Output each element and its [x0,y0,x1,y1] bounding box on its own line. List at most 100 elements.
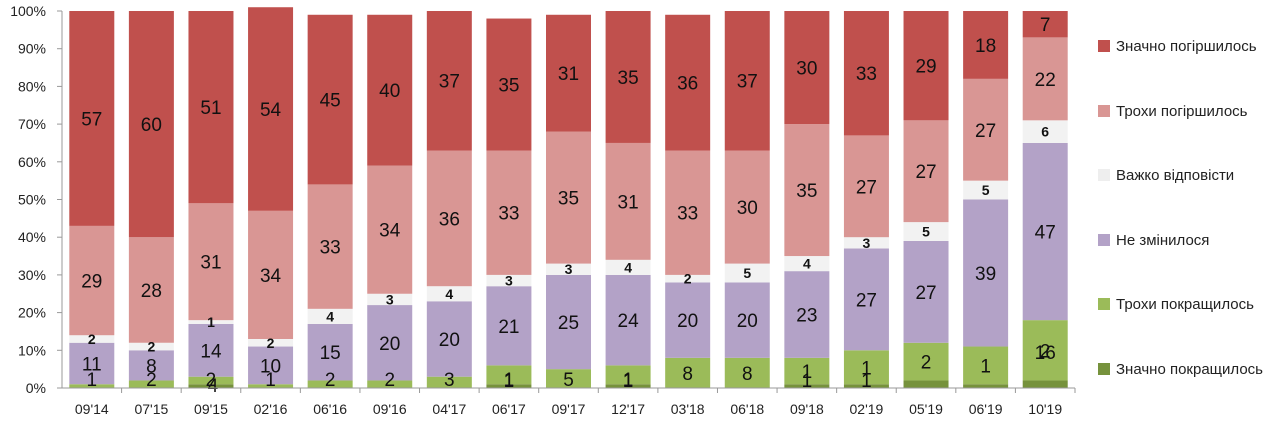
data-label: 2 [88,331,96,347]
data-label: 8 [682,364,693,385]
data-label: 1 [980,356,991,377]
legend-label: Важко відповісти [1116,166,1235,184]
bar-segment [665,14,711,151]
bar-segment [307,14,353,185]
bar-segment [248,338,294,347]
bar-segment [367,165,413,294]
data-label: 57 [81,109,102,130]
bar-segment [486,286,532,366]
bar-segment [69,342,115,385]
data-label: 37 [439,72,460,93]
data-label: 2 [921,353,932,374]
bar-segment [903,240,949,343]
bar-segment [486,150,532,275]
data-label: 34 [260,266,282,287]
bar-segment [665,274,711,283]
legend-swatch [1098,105,1110,117]
data-label: 30 [737,198,758,219]
bar-segment [307,308,353,324]
data-label: 2 [147,339,155,355]
data-label: 20 [737,311,758,332]
bar-segment [128,237,174,343]
legend-swatch [1098,40,1110,52]
bar-segment [724,357,770,388]
data-label: 54 [260,100,282,121]
data-label: 1 [861,371,872,392]
bar-segment [665,357,711,388]
bar-segment [128,380,174,388]
data-label: 40 [379,81,400,102]
data-label: 16 [1035,343,1056,364]
bar-segment [1022,320,1068,381]
x-tick-label: 05'19 [909,401,943,417]
bar-segment [188,11,234,204]
bar-segment [843,135,889,238]
x-axis: 09'14 07'15 09'15 02'16 06'16 09'16 04'17 06'17… [62,387,1076,417]
bar-stack: 8 20 5 30 37 [724,11,770,388]
legend-item: Значно погіршилось [1098,36,1257,56]
data-label: 29 [915,57,936,78]
data-label: 2 [146,370,157,391]
legend-label: Значно покращилось [1116,360,1263,378]
bar-stack: 1 39 5 27 18 [963,11,1009,388]
bar-segment [69,384,115,388]
data-label: 20 [677,311,698,332]
bar-segment [665,282,711,358]
data-label: 33 [677,204,698,225]
legend-label: Не змінилося [1116,231,1210,249]
legend-item: Трохи покращилось [1098,294,1254,314]
legend-swatch [1098,363,1110,375]
bar-segment [128,11,174,238]
bar-segment [1022,380,1068,388]
bar-segment [367,14,413,166]
bar-segment [784,357,830,385]
x-tick-label: 09'16 [373,401,407,417]
data-label: 1 [87,370,98,391]
data-label: 8 [742,364,753,385]
bar-stack: 3 20 4 36 37 [426,11,472,391]
y-tick-label: 0% [26,380,46,396]
data-label: 33 [856,64,877,85]
bar-segment [188,323,234,377]
bar-segment [903,380,949,388]
bar-stack: 11 27 3 27 33 [843,11,889,392]
bar-segment [605,384,651,388]
legend-item: Значно покращилось [1098,359,1263,379]
bar-segment [903,222,949,241]
bar-segment [784,271,830,358]
bar-segment [1022,142,1068,321]
bar-segment [605,365,651,385]
legend-swatch [1098,234,1110,246]
x-tick-label: 06'18 [730,401,764,417]
data-label: 1 [802,362,813,383]
data-label: 6 [1041,124,1049,140]
bar-segment [843,11,889,136]
data-label: 28 [141,281,162,302]
data-label: 18 [975,36,996,57]
x-tick-label: 12'17 [611,401,645,417]
data-label: 5 [982,182,990,198]
legend-item: Трохи погіршилось [1098,101,1247,121]
bar-segment [546,369,591,388]
bar-segment [1022,120,1068,143]
bar-segment [188,384,234,388]
bar-segment [605,142,651,260]
x-tick-label: 06'17 [492,401,526,417]
data-label: 2 [325,370,336,391]
bar-segment [486,274,532,287]
data-label: 35 [498,76,519,97]
data-label: 5 [563,370,574,391]
x-tick-label: 06'16 [313,401,347,417]
x-tick-label: 04'17 [432,401,466,417]
bar-segment [486,365,532,385]
data-label: 4 [445,286,453,302]
bar-segment [724,263,770,283]
bars-area: 1112295728228602141315111023454215433452… [69,7,1068,397]
data-label: 21 [498,317,519,338]
data-label: 47 [1035,223,1056,244]
bar-segment [605,259,651,275]
bar-stack: 2 14 1 31 51 [188,11,234,391]
data-label: 2 [384,370,395,391]
